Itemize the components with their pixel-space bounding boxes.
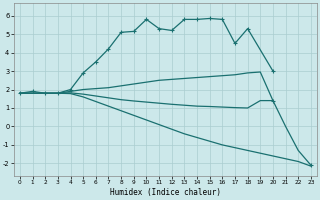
- X-axis label: Humidex (Indice chaleur): Humidex (Indice chaleur): [110, 188, 221, 197]
